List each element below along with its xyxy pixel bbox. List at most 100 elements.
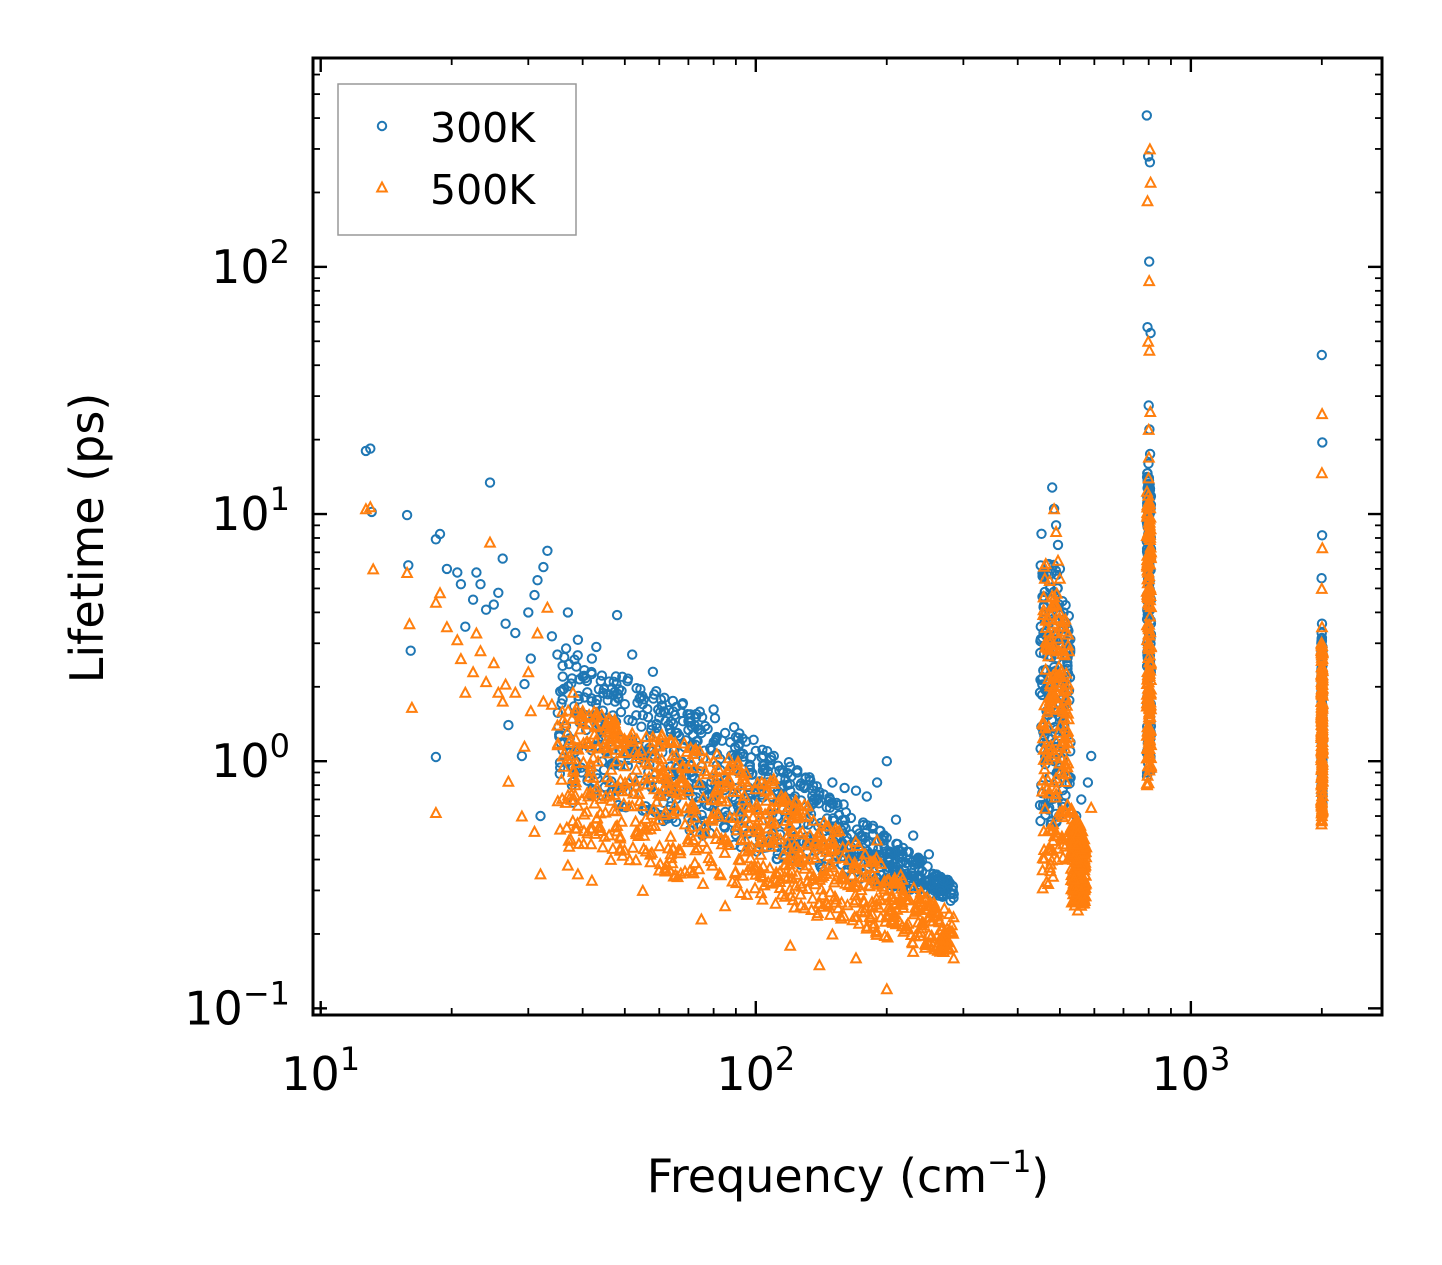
500k-cluster-point bbox=[881, 930, 895, 943]
y-tick-label: 10−1 bbox=[184, 974, 290, 1035]
500k-cluster-point bbox=[630, 762, 643, 775]
500k-cluster-point bbox=[571, 742, 585, 755]
500k-point bbox=[937, 944, 950, 957]
500k-cluster-point bbox=[1044, 702, 1057, 715]
500k-point bbox=[528, 824, 541, 837]
500k-cluster-point bbox=[591, 741, 605, 754]
500k-cluster-point bbox=[654, 732, 668, 745]
500k-cluster-point bbox=[604, 852, 618, 865]
500k-cluster-point bbox=[732, 852, 746, 865]
300k-cluster-point bbox=[834, 810, 845, 821]
300k-point bbox=[1144, 157, 1156, 168]
500k-point bbox=[580, 734, 594, 748]
500k-cluster-point bbox=[680, 744, 694, 757]
500k-point bbox=[545, 697, 559, 710]
500k-cluster-point bbox=[585, 821, 599, 834]
500k-cluster-point bbox=[730, 818, 744, 831]
300k-cluster-point bbox=[596, 670, 608, 681]
300k-cluster-point bbox=[598, 687, 609, 699]
500k-cluster-point bbox=[614, 773, 627, 786]
300k-point bbox=[881, 756, 892, 767]
500k-cluster-point bbox=[800, 836, 814, 849]
500k-cluster-point bbox=[753, 833, 767, 846]
500k-cluster-point bbox=[750, 797, 764, 810]
500k-cluster-point bbox=[1037, 824, 1051, 837]
500k-cluster-point bbox=[600, 746, 614, 759]
500k-cluster-point bbox=[1037, 559, 1051, 572]
legend-box bbox=[337, 83, 577, 236]
500k-cluster-point bbox=[1061, 677, 1075, 690]
300k-point bbox=[365, 443, 376, 454]
500k-cluster-point bbox=[1047, 598, 1061, 611]
300k-point bbox=[603, 676, 615, 687]
300k-cluster-point bbox=[838, 799, 849, 810]
500k-cluster-point bbox=[561, 703, 575, 716]
500k-cluster-point bbox=[823, 885, 837, 898]
300k-point bbox=[1143, 151, 1154, 162]
300k-point bbox=[1316, 573, 1327, 584]
300k-cluster-point bbox=[637, 710, 649, 721]
500k-cluster-point bbox=[769, 801, 783, 814]
500k-cluster-point bbox=[816, 888, 830, 901]
500k-cluster-point bbox=[696, 876, 710, 889]
300k-point bbox=[861, 791, 872, 802]
500k-cluster-point bbox=[785, 845, 799, 859]
500k-cluster-point bbox=[769, 873, 783, 886]
500k-cluster-point bbox=[602, 828, 616, 841]
300k-point bbox=[493, 587, 504, 598]
500k-cluster-point bbox=[763, 774, 777, 787]
500k-cluster-point bbox=[940, 921, 954, 934]
500k-cluster-point bbox=[1058, 731, 1072, 744]
500k-cluster-point bbox=[714, 831, 728, 844]
300k-cluster-point bbox=[922, 861, 933, 872]
500k-cluster-point bbox=[819, 866, 833, 879]
300k-point bbox=[1143, 458, 1154, 469]
500k-point bbox=[429, 805, 443, 818]
500k-cluster-point bbox=[731, 754, 745, 767]
300k-point bbox=[460, 621, 471, 632]
500k-cluster-point bbox=[869, 925, 883, 938]
tick-labels: 101 102 103 10−1 100 101 102 bbox=[184, 233, 1230, 1101]
300k-point bbox=[663, 719, 674, 731]
500k-cluster-point bbox=[1059, 666, 1073, 679]
500k-point bbox=[825, 927, 839, 940]
500k-cluster-point bbox=[837, 909, 851, 922]
500k-point bbox=[405, 700, 419, 713]
500k-point bbox=[1142, 343, 1156, 356]
300k-point bbox=[1144, 448, 1156, 460]
500k-cluster-point bbox=[577, 807, 591, 820]
500k-cluster-point bbox=[1043, 679, 1057, 692]
500k-cluster-point bbox=[650, 794, 664, 807]
300k-point bbox=[627, 649, 638, 660]
500k-cluster-point bbox=[769, 896, 783, 909]
300k-point bbox=[572, 634, 584, 645]
500k-cluster-point bbox=[710, 826, 724, 839]
500k-cluster-point bbox=[865, 855, 879, 868]
300k-cluster-point bbox=[758, 750, 769, 762]
500k-cluster-point bbox=[1037, 851, 1051, 864]
500k-cluster-point bbox=[577, 836, 591, 850]
500k-point bbox=[767, 771, 781, 785]
500k-point bbox=[433, 586, 447, 599]
500k-cluster-point bbox=[723, 810, 737, 823]
500k-cluster-point bbox=[877, 882, 891, 895]
500k-point bbox=[556, 749, 570, 762]
500k-cluster-point bbox=[1140, 741, 1154, 754]
500k-cluster-point bbox=[699, 826, 713, 839]
500k-cluster-point bbox=[845, 868, 859, 881]
500k-cluster-point bbox=[600, 770, 614, 783]
500k-cluster-point bbox=[794, 853, 808, 866]
500k-cluster-point bbox=[586, 750, 600, 763]
300k-point bbox=[768, 750, 779, 762]
500k-cluster-point bbox=[562, 833, 576, 846]
500k-cluster-point bbox=[862, 878, 876, 891]
legend-500k-marker bbox=[375, 180, 389, 193]
500k-cluster-point bbox=[604, 762, 618, 775]
500k-cluster-point bbox=[583, 756, 597, 769]
500k-cluster-point bbox=[718, 845, 732, 858]
500k-cluster-point bbox=[1070, 851, 1084, 864]
500k-cluster-point bbox=[664, 850, 678, 864]
500k-cluster-point bbox=[826, 834, 840, 847]
500k-point bbox=[566, 685, 580, 698]
500k-cluster-point bbox=[788, 900, 801, 913]
